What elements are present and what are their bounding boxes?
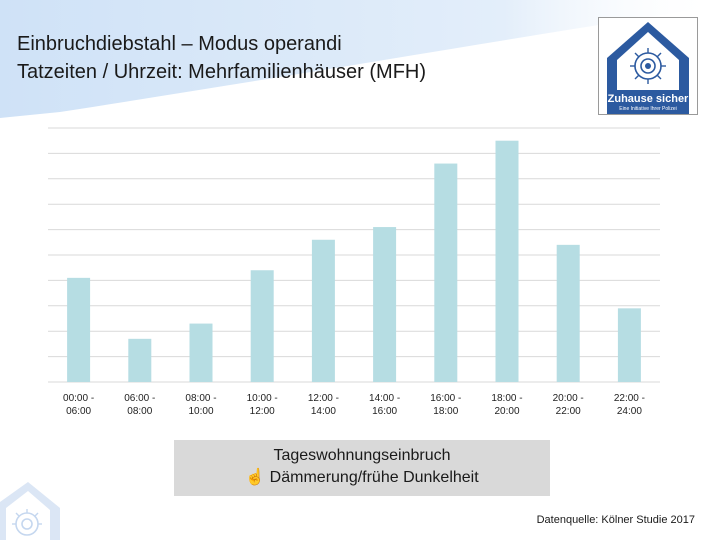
bar-6: [434, 163, 458, 382]
callout-line-1: Tageswohnungseinbruch: [273, 447, 451, 464]
title-line-1: Einbruchdiebstahl – Modus operandi: [17, 33, 342, 55]
logo-subtitle: Eine Initiative Ihrer Polizei: [619, 106, 677, 112]
bar-1: [128, 338, 152, 382]
data-source: Datenquelle: Kölner Studie 2017: [536, 514, 695, 526]
bar-5: [373, 227, 397, 382]
x-tick-label: 06:00 -08:00: [124, 393, 155, 417]
callout-line-2: ☝ Dämmerung/frühe Dunkelheit: [245, 469, 479, 486]
corner-house-logo-icon: [0, 482, 60, 540]
bar-3: [250, 270, 274, 382]
logo-name: Zuhause sicher: [607, 93, 689, 105]
tageswohnungseinbruch-callout: Tageswohnungseinbruch ☝ Dämmerung/frühe …: [174, 440, 550, 496]
bar-8: [556, 244, 580, 382]
x-tick-label: 22:00 -24:00: [614, 393, 645, 417]
page-title: Einbruchdiebstahl – Modus operandi Tatze…: [17, 30, 426, 86]
x-tick-label: 18:00 -20:00: [491, 393, 522, 417]
header-swoosh: [0, 0, 720, 118]
x-tick-label: 14:00 -16:00: [369, 393, 400, 417]
x-tick-label: 00:00 -06:00: [63, 393, 94, 417]
house-icon: [607, 22, 689, 114]
bar-4: [311, 239, 335, 382]
x-tick-label: 12:00 -14:00: [308, 393, 339, 417]
sun-emblem-icon: [630, 48, 666, 84]
bar-9: [617, 308, 641, 382]
x-tick-label: 16:00 -18:00: [430, 393, 461, 417]
x-tick-label: 20:00 -22:00: [553, 393, 584, 417]
bar-2: [189, 323, 213, 382]
bar-chart: 00:00 -06:00 06:00 -08:00 08:00 -10:00 10:0…: [48, 127, 660, 417]
chart-bars: [67, 140, 641, 382]
bar-0: [67, 277, 91, 382]
title-line-2: Tatzeiten / Uhrzeit: Mehrfamilienhäuser …: [17, 61, 427, 83]
x-tick-label: 08:00 -10:00: [185, 393, 216, 417]
zuhause-sicher-logo: Zuhause sicher Eine Initiative Ihrer Pol…: [598, 17, 698, 115]
bar-7: [495, 140, 519, 382]
chart-x-labels: 00:00 -06:00 06:00 -08:00 08:00 -10:00 10:0…: [63, 393, 645, 417]
x-tick-label: 10:00 -12:00: [247, 393, 278, 417]
